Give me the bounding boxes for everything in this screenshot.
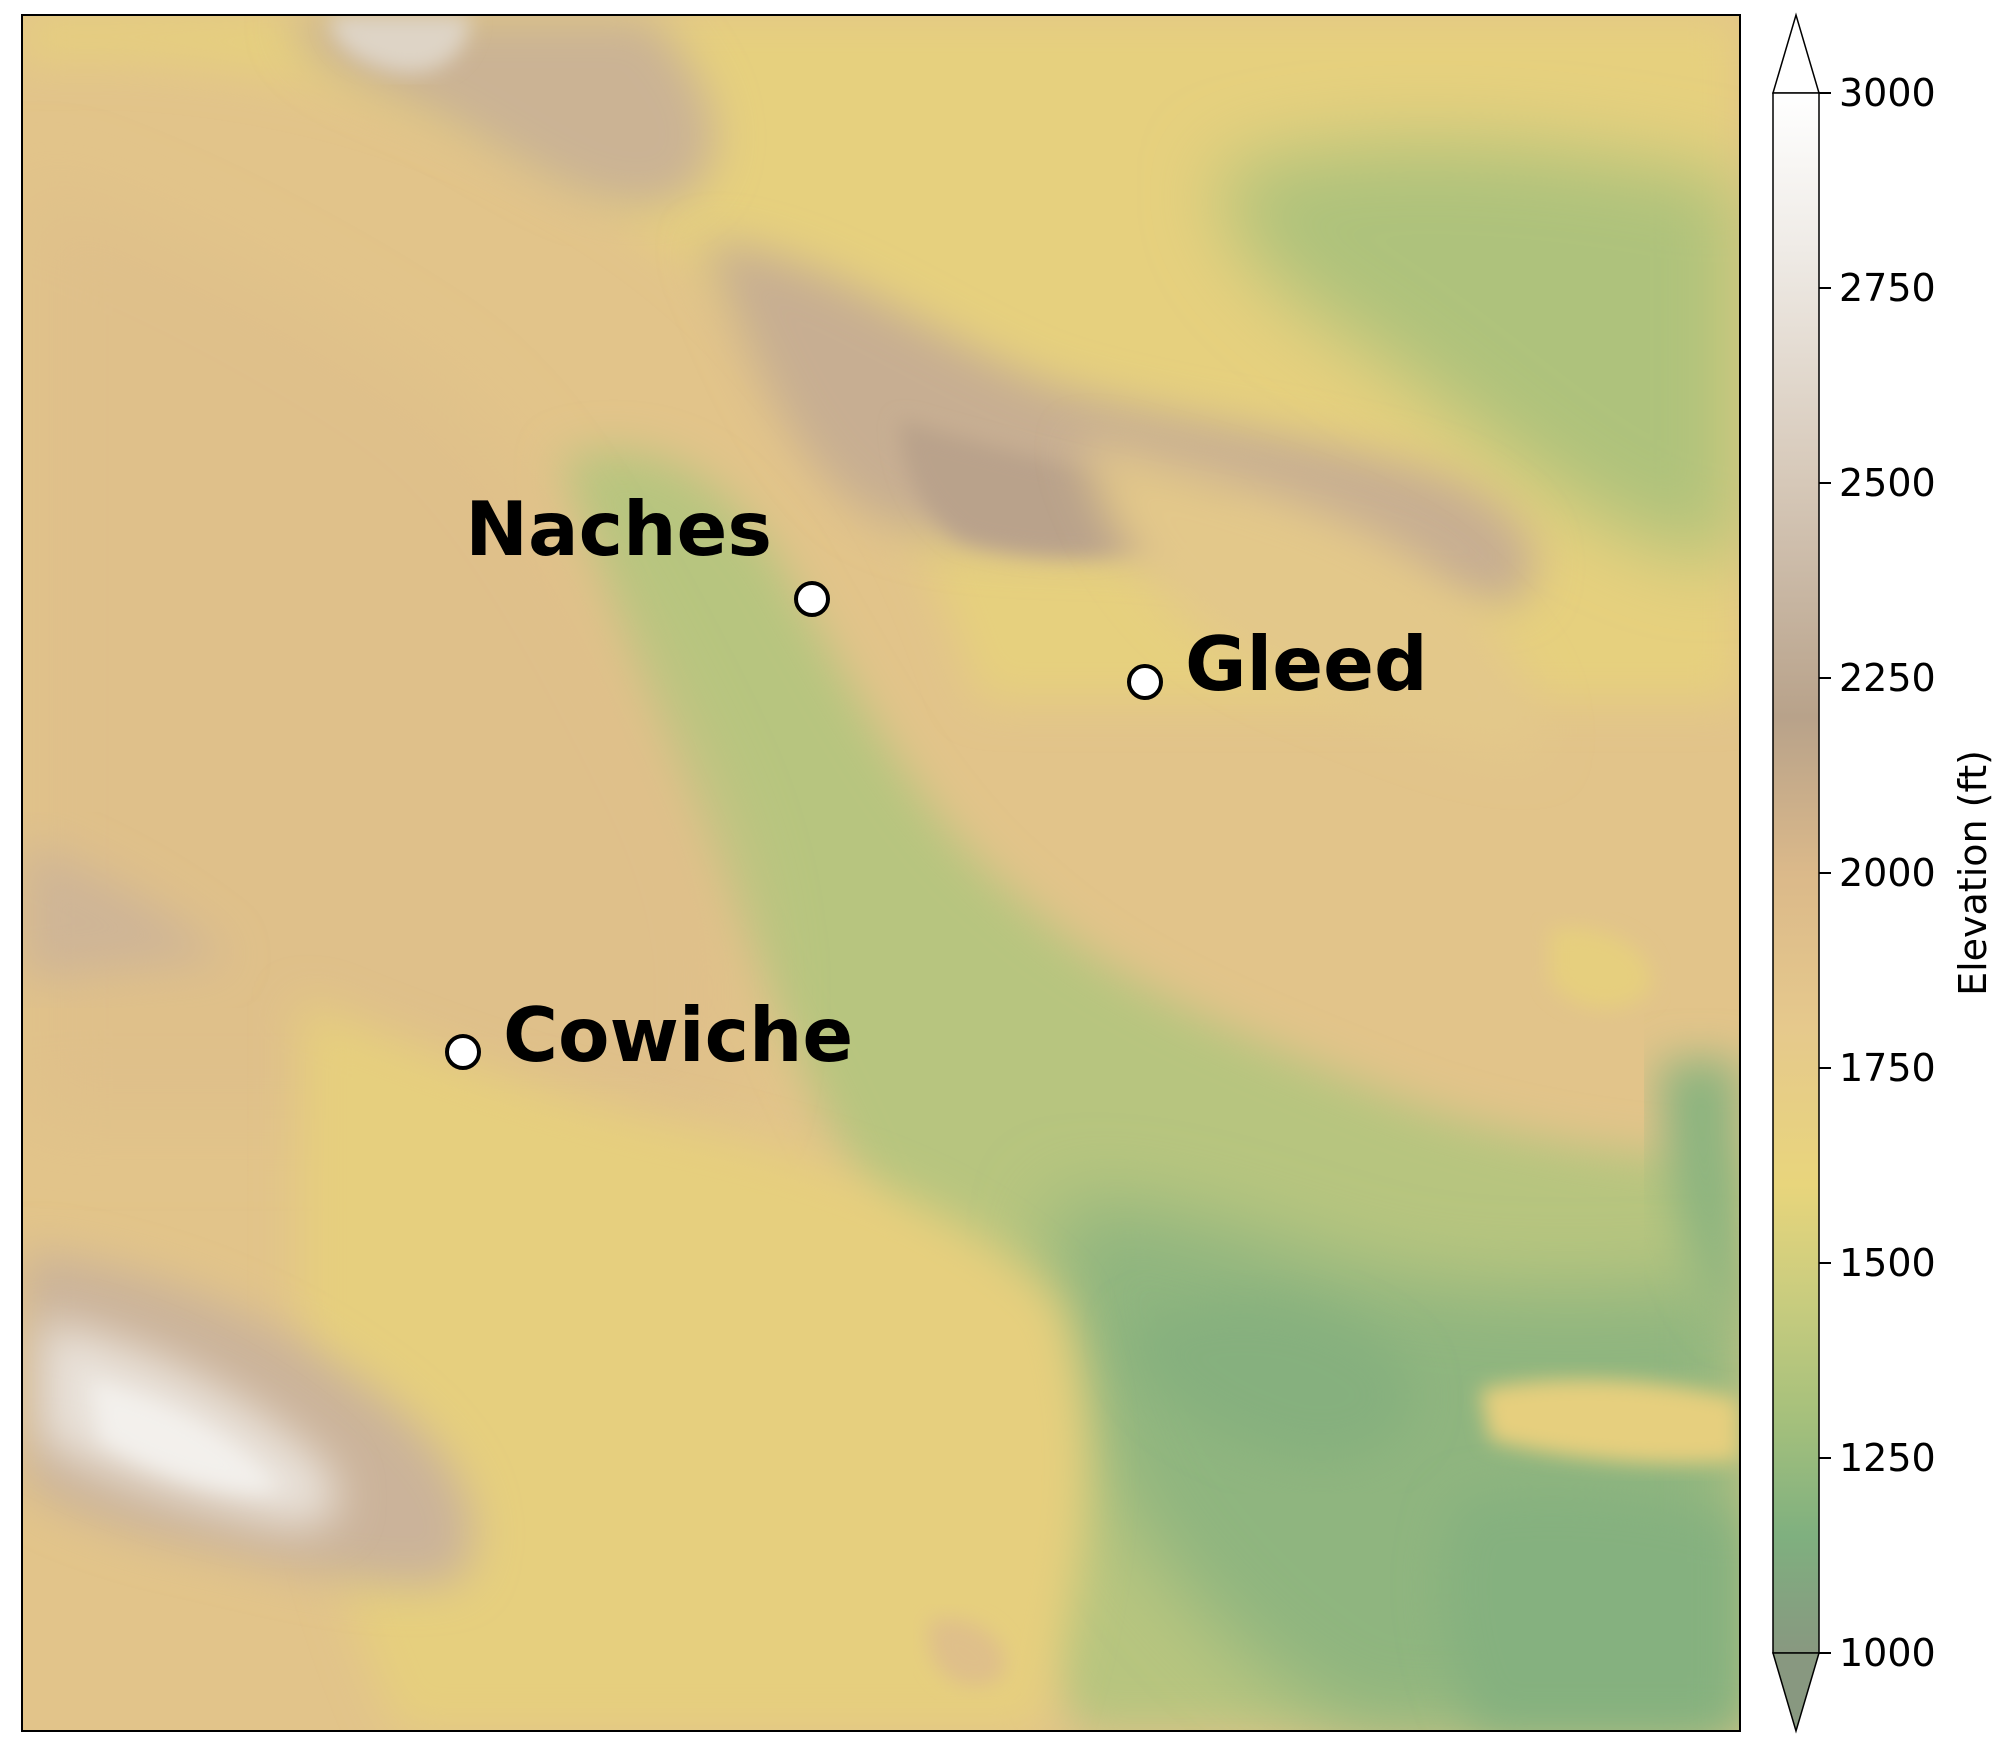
colorbar-tick-label-2500: 2500 <box>1839 461 1936 505</box>
colorbar-tick-label-3000: 3000 <box>1839 71 1936 115</box>
elevation-colorbar: 1000 1250 1500 1750 2000 2250 2500 2750 3000 Ele… <box>1771 12 1995 1734</box>
place-marker-cowiche <box>445 1034 481 1070</box>
place-marker-naches <box>794 581 830 617</box>
colorbar-ticks: 1000 1250 1500 1750 2000 2250 2500 2750 3000 <box>1819 71 1936 1675</box>
place-label-naches: Naches <box>465 485 772 573</box>
place-gleed: Gleed <box>1127 620 1428 708</box>
colorbar-tick-label-2250: 2250 <box>1839 656 1936 700</box>
place-naches: Naches <box>465 485 830 617</box>
elevation-terrain <box>22 15 1740 1731</box>
place-label-cowiche: Cowiche <box>503 991 853 1079</box>
place-marker-gleed <box>1127 664 1163 700</box>
place-label-gleed: Gleed <box>1185 620 1428 708</box>
colorbar-extend-min <box>1771 1652 1821 1734</box>
colorbar-extend-max <box>1771 12 1821 94</box>
colorbar-body <box>1772 92 1820 1654</box>
colorbar-tick-label-2000: 2000 <box>1839 851 1936 895</box>
place-cowiche: Cowiche <box>445 991 853 1079</box>
map-frame <box>21 14 1741 1732</box>
colorbar-tick-label-1000: 1000 <box>1839 1631 1936 1675</box>
colorbar-tick-label-1500: 1500 <box>1839 1241 1936 1285</box>
colorbar-tick-label-1750: 1750 <box>1839 1046 1936 1090</box>
colorbar-tick-label-2750: 2750 <box>1839 266 1936 310</box>
colorbar-tick-label-1250: 1250 <box>1839 1436 1936 1480</box>
colorbar-title: Elevation (ft) <box>1951 750 1995 996</box>
